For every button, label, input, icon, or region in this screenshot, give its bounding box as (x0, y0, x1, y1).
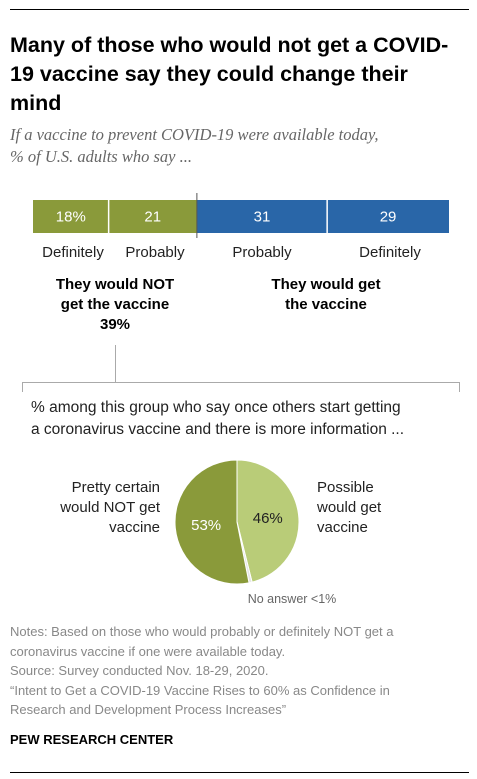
category-label-definitely-would: Definitely (359, 244, 421, 261)
pie-right-line-2: would get (317, 499, 382, 516)
pie-chart: 53% 46% (174, 459, 300, 585)
group-not-percent: 39% (99, 316, 131, 333)
bar-value-label-definitely-would: 29 (380, 209, 397, 226)
intro-line-2: a coronavirus vaccine and there is more … (31, 421, 405, 438)
pie-right-line-3: vaccine (317, 519, 368, 536)
pie-no-answer-note: No answer <1% (247, 592, 337, 606)
notes-line-2: coronavirus vaccine if one were availabl… (10, 643, 286, 659)
notes-line-1: Notes: Based on those who would probably… (10, 624, 394, 639)
notes-line-3: Source: Survey conducted Nov. 18-29, 202… (10, 663, 269, 678)
subtitle-line-1: If a vaccine to prevent COVID-19 were av… (10, 125, 379, 144)
pie-value-label-would-not-get: 53% (191, 517, 221, 534)
pie-left-line-2: would NOT get (60, 499, 160, 516)
intro-line-1: % among this group who say once others s… (31, 399, 401, 416)
bar-value-label-probably-would: 31 (254, 209, 271, 226)
bar-value-label-definitely-not: 18% (56, 209, 86, 226)
bar-segment-probably-not (108, 200, 197, 233)
pie-right-line-1: Possible (317, 479, 374, 496)
category-label-probably-not: Probably (125, 244, 185, 261)
top-rule (10, 9, 469, 10)
group-would-line-2: the vaccine (285, 296, 367, 313)
group-would-line-1: They would get (271, 276, 381, 293)
chart-title: Many of those who would not get a COVID-… (10, 33, 449, 115)
group-not-line-1: They would NOT (55, 276, 175, 293)
pie-label-right: Possible would get vaccine (317, 478, 437, 538)
pie-slice-possible-would-get (236, 459, 300, 583)
bottom-rule (10, 772, 469, 773)
stacked-bar-chart: 18% 21 31 29 (33, 193, 449, 238)
bar-value-label-probably-not: 21 (144, 209, 161, 226)
chart-subtitle: If a vaccine to prevent COVID-19 were av… (10, 124, 470, 168)
pie-value-label-possible-would-get: 46% (253, 510, 283, 527)
bar-segment-probably-would (196, 200, 328, 233)
group-label-would: They would get the vaccine (246, 275, 406, 315)
group-label-would-not: They would NOT get the vaccine 39% (40, 275, 190, 335)
bracket-connector (22, 345, 460, 392)
pie-left-line-1: Pretty certain (71, 479, 160, 496)
pie-left-line-3: vaccine (109, 519, 160, 536)
subtitle-line-2: % of U.S. adults who say ... (10, 147, 192, 166)
category-label-definitely-not: Definitely (42, 244, 104, 261)
category-label-probably-would: Probably (232, 244, 292, 261)
bar-segment-definitely-not (33, 200, 109, 233)
notes-line-4: “Intent to Get a COVID-19 Vaccine Rises … (10, 682, 390, 698)
group-not-line-2: get the vaccine (60, 296, 170, 313)
pie-label-left: Pretty certain would NOT get vaccine (40, 478, 160, 538)
source-credit: PEW RESEARCH CENTER (10, 732, 174, 747)
pie-slice-would-not-get (174, 459, 250, 585)
notes: Notes: Based on those who would probably… (10, 622, 470, 720)
bar-segment-definitely-would (327, 200, 449, 233)
pie-intro: % among this group who say once others s… (31, 397, 451, 441)
notes-line-5: Research and Development Process Increas… (10, 702, 287, 717)
